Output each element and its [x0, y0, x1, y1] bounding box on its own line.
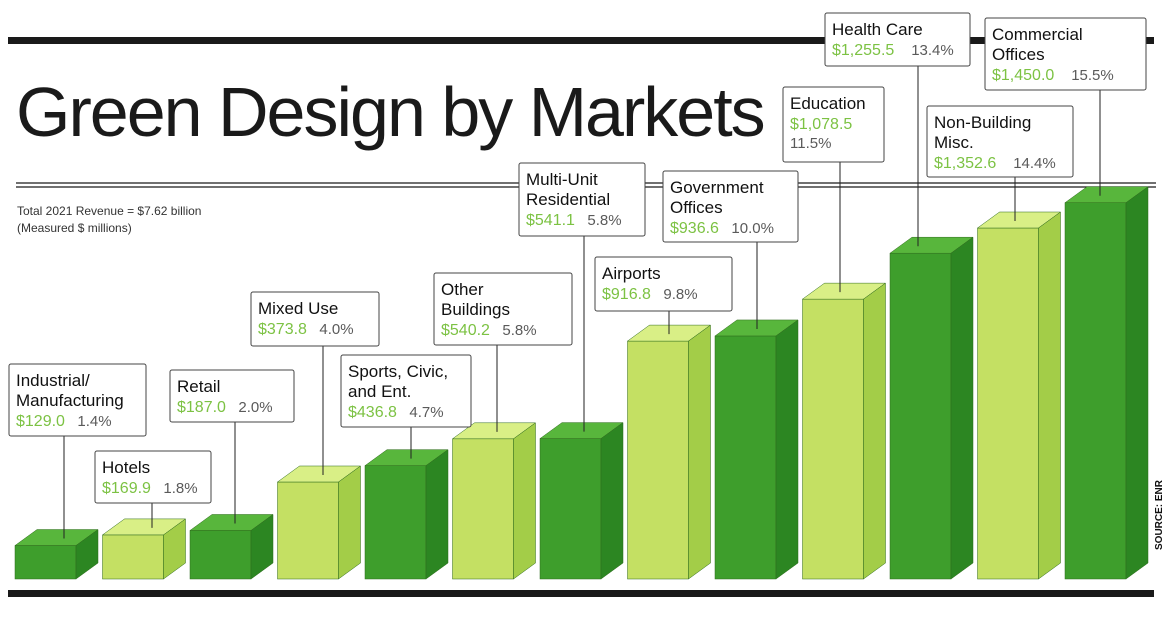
- bar-name-label: Health Care: [832, 20, 923, 39]
- bar-value-label: $436.8: [348, 404, 397, 421]
- label-box: [518, 162, 646, 237]
- bar-name-label: Education: [790, 94, 866, 113]
- bar-side: [250, 513, 274, 580]
- bar-name-label: Misc.: [934, 133, 974, 152]
- subtitle-line-1: Total 2021 Revenue = $7.62 billion: [17, 204, 201, 218]
- bar-name-label: Mixed Use: [258, 299, 338, 318]
- bar-share-label: 15.5%: [1071, 67, 1114, 84]
- bar-side: [163, 518, 186, 580]
- bar-value-label: $1,255.5: [832, 42, 894, 59]
- bar-front: [539, 438, 602, 580]
- bar-side: [863, 282, 886, 580]
- bar-share-label: 4.7%: [409, 404, 443, 421]
- bar-name-label: Buildings: [441, 300, 510, 319]
- bar-name-label: Manufacturing: [16, 391, 124, 410]
- label-box: [984, 17, 1147, 91]
- labels-layer: Industrial/Manufacturing $129.0 1.4% Hotels…: [8, 12, 1147, 539]
- bar-name-label: and Ent.: [348, 382, 411, 401]
- bar-name-label: Sports, Civic,: [348, 362, 448, 381]
- label-box: [250, 291, 380, 347]
- label-box: [433, 272, 573, 346]
- bar-value-label: $936.6: [670, 220, 719, 237]
- bar-side: [950, 236, 974, 580]
- bottom-rule: [8, 590, 1154, 597]
- bar-share-label: 5.8%: [587, 212, 621, 229]
- bar-name-label: Airports: [602, 264, 661, 283]
- bar-front: [452, 438, 514, 580]
- top-rule: [8, 37, 1154, 44]
- bar-name-label: Offices: [670, 198, 723, 217]
- bar-share-label: 1.8%: [163, 480, 197, 497]
- bar-name-label: Industrial/: [16, 371, 90, 390]
- label-box: [169, 369, 295, 423]
- bar-value-label: $373.8: [258, 321, 307, 338]
- bar-name-label: Retail: [177, 377, 220, 396]
- bar-front: [977, 227, 1039, 580]
- label-box: [8, 363, 147, 437]
- bar-front: [364, 465, 427, 580]
- bar-side: [75, 529, 99, 580]
- bar-share-label: 1.4%: [77, 413, 111, 430]
- label-box: [662, 170, 799, 243]
- bar-value-label: $1,352.6: [934, 155, 996, 172]
- bar-share-label: 11.5%: [790, 135, 831, 152]
- bar-share-label: 4.0%: [319, 321, 353, 338]
- label-box: [94, 450, 212, 504]
- bar-front: [1064, 202, 1127, 580]
- bar-name-label: Multi-Unit: [526, 170, 598, 189]
- bar-value-label: $540.2: [441, 322, 490, 339]
- bar-name-label: Government: [670, 178, 764, 197]
- bar-front: [14, 545, 77, 580]
- bar-name-label: Hotels: [102, 458, 150, 477]
- bar-value-label: $169.9: [102, 480, 151, 497]
- bar-share-label: 13.4%: [911, 42, 954, 59]
- bar-share-label: 14.4%: [1013, 155, 1056, 172]
- bar-front: [189, 530, 252, 580]
- label-box: [926, 105, 1074, 178]
- bar-value-label: $1,078.5: [790, 116, 852, 133]
- bar-side: [775, 319, 799, 580]
- bars-layer: [14, 186, 1149, 580]
- bar-name-label: Non-Building: [934, 113, 1031, 132]
- label-box: [594, 256, 733, 312]
- bar-name-label: Other: [441, 280, 484, 299]
- bar-value-label: $916.8: [602, 286, 651, 303]
- bar-share-label: 10.0%: [731, 220, 774, 237]
- bar-front: [102, 534, 164, 580]
- bar-side: [688, 324, 711, 580]
- bar-value-label: $187.0: [177, 399, 226, 416]
- subtitle-line-2: (Measured $ millions): [17, 221, 132, 235]
- bar-front: [627, 340, 689, 580]
- bar-side: [1125, 186, 1149, 580]
- bar-share-label: 9.8%: [663, 286, 697, 303]
- bar-name-label: Offices: [992, 45, 1045, 64]
- bar-value-label: $541.1: [526, 212, 575, 229]
- bar-front: [714, 335, 777, 580]
- source-note: SOURCE: ENR: [1154, 479, 1165, 550]
- bar-name-label: Residential: [526, 190, 610, 209]
- label-box: [340, 354, 472, 428]
- label-box: [782, 86, 885, 163]
- bar-name-label: Commercial: [992, 25, 1083, 44]
- bar-share-label: 5.8%: [502, 322, 536, 339]
- bar-value-label: $129.0: [16, 413, 65, 430]
- bar-side: [338, 465, 361, 580]
- label-box: [824, 12, 971, 67]
- bar-front: [889, 252, 952, 580]
- bar-front: [277, 481, 339, 580]
- bar-value-label: $1,450.0: [992, 67, 1054, 84]
- bar-side: [513, 422, 536, 580]
- chart-title: Green Design by Markets: [16, 73, 764, 151]
- bar-front: [802, 298, 864, 580]
- bar-share-label: 2.0%: [238, 399, 272, 416]
- bar-side: [600, 422, 624, 580]
- bar-side: [1038, 211, 1061, 580]
- bar-side: [425, 449, 449, 580]
